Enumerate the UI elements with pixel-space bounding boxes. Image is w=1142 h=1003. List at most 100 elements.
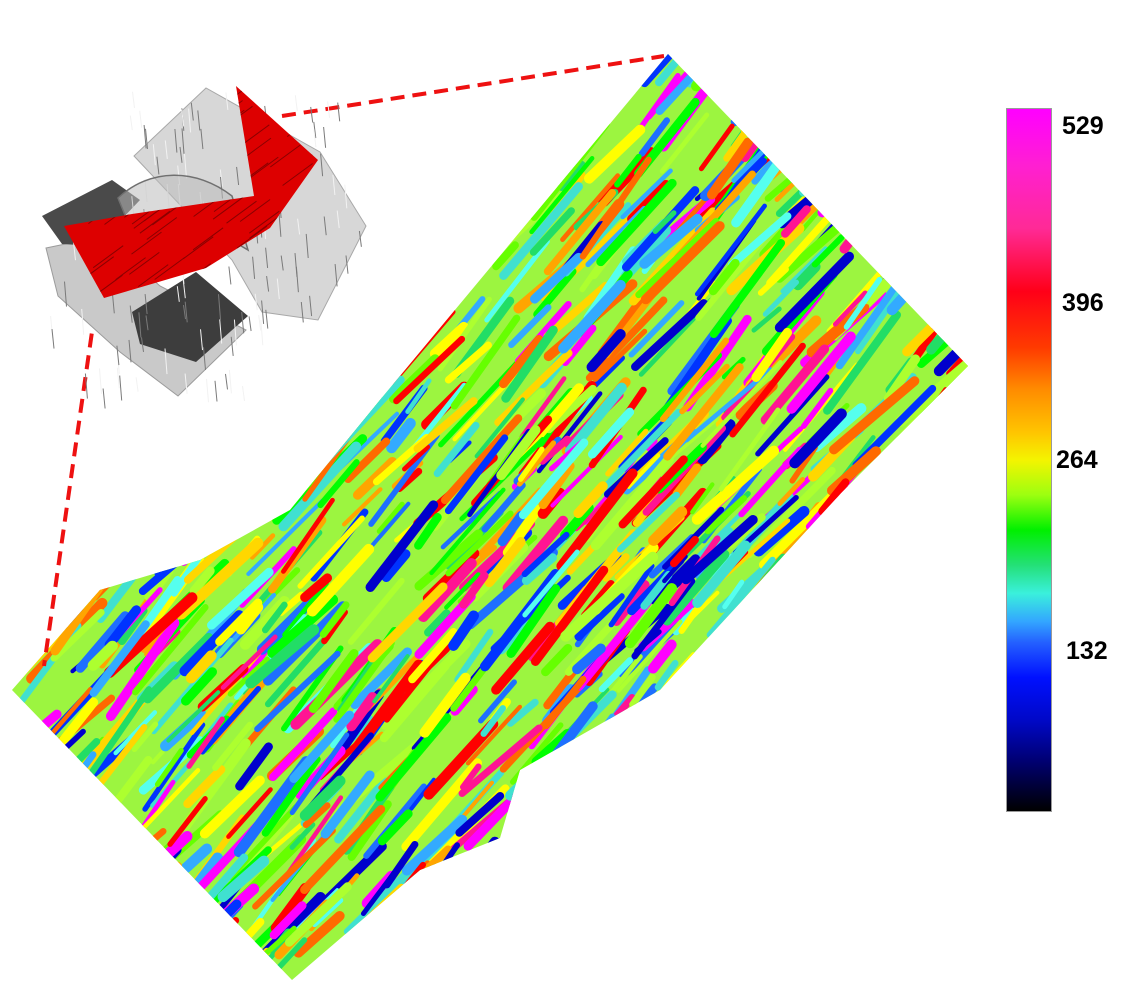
fiber-stroke <box>702 671 772 738</box>
fiber-stroke <box>884 104 957 189</box>
fiber-stroke <box>142 722 206 812</box>
fiber-stroke <box>508 304 552 348</box>
fiber-stroke <box>154 747 184 788</box>
fiber-stroke <box>631 299 708 371</box>
fiber-stroke <box>541 811 575 841</box>
fiber-stroke <box>827 544 899 619</box>
fiber-stroke <box>829 84 856 117</box>
fiber-stroke <box>185 650 217 684</box>
fiber-stroke <box>722 657 765 702</box>
fiber-stroke <box>418 896 476 972</box>
fiber-stroke <box>780 205 811 238</box>
fiber-stroke <box>54 104 101 152</box>
inset-fiber-hatch <box>197 110 201 131</box>
fiber-stroke <box>269 707 338 782</box>
fiber-stroke <box>293 910 345 958</box>
fiber-stroke <box>795 54 843 96</box>
fiber-stroke <box>938 145 968 208</box>
fiber-stroke <box>342 487 383 527</box>
fiber-stroke <box>208 965 245 980</box>
inset-fiber-hatch <box>138 312 142 338</box>
fiber-stroke <box>847 141 902 212</box>
fiber-stroke <box>621 225 672 281</box>
fiber-stroke <box>780 246 828 294</box>
fiber-stroke <box>922 54 968 100</box>
fiber-stroke <box>949 218 968 247</box>
fiber-stroke <box>484 536 526 588</box>
fiber-stroke <box>590 454 674 551</box>
fiber-stroke <box>902 464 968 564</box>
fiber-stroke <box>751 327 793 382</box>
inset-fiber-hatch <box>73 242 76 261</box>
fiber-stroke <box>409 777 436 811</box>
inset-fiber-hatch <box>323 216 327 236</box>
fiber-stroke <box>852 60 919 140</box>
fiber-stroke <box>444 572 481 610</box>
fiber-stroke <box>537 487 566 519</box>
fiber-stroke <box>183 765 226 809</box>
fiber-stroke <box>547 791 623 895</box>
fiber-stroke <box>853 655 901 699</box>
fiber-stroke <box>883 354 921 403</box>
fiber-stroke <box>879 218 925 270</box>
fiber-stroke <box>831 840 879 894</box>
fiber-stroke <box>302 802 331 829</box>
inset-fiber-hatch <box>181 109 185 127</box>
fiber-stroke <box>563 868 616 939</box>
fiber-stroke <box>705 624 761 678</box>
fiber-stroke <box>278 362 316 400</box>
fiber-stroke <box>12 460 51 503</box>
fiber-stroke <box>674 664 717 704</box>
fiber-stroke <box>955 123 968 160</box>
fiber-stroke <box>506 832 555 887</box>
fiber-stroke <box>684 893 773 980</box>
fiber-stroke <box>173 54 242 95</box>
fiber-stroke <box>263 339 300 379</box>
fiber-stroke <box>521 553 557 585</box>
fiber-stroke <box>814 795 842 821</box>
fiber-stroke <box>825 835 853 863</box>
inset-fiber-hatch <box>152 144 156 166</box>
fiber-stroke <box>658 931 738 980</box>
fiber-stroke <box>153 54 221 82</box>
fiber-stroke <box>415 161 483 235</box>
fiber-stroke <box>263 454 309 495</box>
fiber-stroke <box>925 146 968 240</box>
fiber-stroke <box>77 945 170 980</box>
fiber-stroke <box>137 873 188 918</box>
fiber-stroke <box>937 204 968 282</box>
colorbar-tick-264: 264 <box>1056 446 1098 474</box>
fiber-stroke <box>662 549 730 626</box>
fiber-stroke <box>402 444 431 472</box>
inset-red-fiber <box>64 86 92 92</box>
fiber-stroke <box>324 418 351 443</box>
fiber-stroke <box>913 240 963 306</box>
fiber-stroke <box>183 390 256 468</box>
inset-fiber-hatch <box>233 319 237 346</box>
fiber-stroke <box>897 555 944 605</box>
fiber-stroke <box>417 558 477 623</box>
fiber-stroke <box>12 807 85 891</box>
fiber-stroke <box>690 482 715 515</box>
fiber-stroke <box>454 628 494 683</box>
fiber-stroke <box>429 157 483 219</box>
fiber-stroke <box>236 963 269 980</box>
fiber-stroke <box>538 818 591 883</box>
inset-fiber-hatch <box>188 108 192 133</box>
fiber-stroke <box>28 728 86 784</box>
fiber-stroke <box>448 610 479 651</box>
fiber-stroke <box>209 423 298 524</box>
inset-fiber-hatch <box>200 329 203 351</box>
fiber-stroke <box>734 800 817 892</box>
inset-fiber-hatch <box>323 126 327 148</box>
fiber-stroke <box>124 945 194 980</box>
fiber-stroke <box>408 628 458 684</box>
fiber-stroke <box>95 482 160 550</box>
fiber-stroke <box>49 835 84 869</box>
fiber-stroke <box>37 848 120 937</box>
fiber-stroke <box>123 384 203 466</box>
fiber-stroke <box>353 310 383 347</box>
fiber-stroke <box>227 656 270 697</box>
fiber-stroke <box>192 54 219 65</box>
fiber-stroke <box>825 846 914 926</box>
